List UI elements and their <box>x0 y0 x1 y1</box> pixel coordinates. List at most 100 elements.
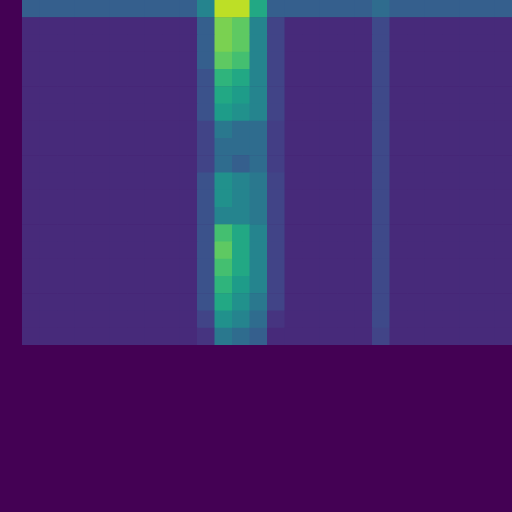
heatmap-cell <box>302 224 320 242</box>
heatmap-cell <box>442 293 460 311</box>
heatmap-cell <box>40 104 58 122</box>
heatmap-cell <box>442 121 460 139</box>
heatmap-cell <box>57 138 75 156</box>
heatmap-cell <box>320 276 338 294</box>
heatmap-cell <box>145 155 163 173</box>
heatmap-cell <box>372 155 390 173</box>
heatmap-cell <box>110 328 128 345</box>
heatmap-cell <box>302 69 320 87</box>
heatmap-cell <box>425 242 443 260</box>
heatmap-cell <box>302 155 320 173</box>
heatmap-cell <box>110 69 128 87</box>
heatmap-cell <box>425 311 443 329</box>
heatmap-cell <box>22 224 40 242</box>
heatmap-cell <box>127 276 145 294</box>
heatmap-cell <box>92 138 110 156</box>
heatmap-cell <box>337 242 355 260</box>
heatmap-cell <box>302 17 320 35</box>
heatmap-cell <box>197 0 215 18</box>
heatmap-cell <box>442 311 460 329</box>
heatmap-cell <box>390 173 408 191</box>
heatmap-cell <box>22 121 40 139</box>
heatmap-cell <box>495 17 512 35</box>
heatmap-cell <box>320 104 338 122</box>
heatmap-cell <box>337 173 355 191</box>
heatmap-cell <box>232 155 250 173</box>
heatmap-cell <box>127 17 145 35</box>
heatmap-cell <box>22 311 40 329</box>
heatmap-cell <box>477 224 495 242</box>
heatmap-cell <box>355 0 373 18</box>
heatmap-cell <box>110 173 128 191</box>
heatmap-cell <box>145 104 163 122</box>
heatmap-cell <box>372 86 390 104</box>
heatmap-cell <box>22 173 40 191</box>
heatmap-cell <box>250 259 268 277</box>
heatmap-cell <box>267 311 285 329</box>
heatmap-cell <box>110 259 128 277</box>
heatmap-cell <box>442 259 460 277</box>
heatmap-cell <box>407 276 425 294</box>
heatmap-cell <box>337 328 355 345</box>
heatmap-cell <box>355 224 373 242</box>
heatmap-cell <box>267 69 285 87</box>
heatmap-cell <box>92 86 110 104</box>
heatmap-cell <box>285 242 303 260</box>
heatmap-cell <box>197 259 215 277</box>
heatmap-cell <box>57 0 75 18</box>
heatmap-cell <box>110 52 128 70</box>
heatmap-cell <box>215 69 233 87</box>
heatmap-cell <box>425 224 443 242</box>
heatmap-cell <box>495 155 512 173</box>
heatmap-cell <box>460 190 478 208</box>
heatmap-cell <box>40 328 58 345</box>
heatmap-cell <box>425 259 443 277</box>
heatmap-cell <box>355 35 373 53</box>
heatmap-cell <box>197 121 215 139</box>
heatmap-cell <box>75 0 93 18</box>
heatmap-cell <box>92 121 110 139</box>
heatmap-cell <box>250 69 268 87</box>
heatmap-cell <box>180 35 198 53</box>
heatmap-cell <box>215 328 233 345</box>
heatmap-cell <box>337 311 355 329</box>
heatmap-cell <box>145 35 163 53</box>
heatmap-cell <box>337 224 355 242</box>
heatmap-cell <box>110 311 128 329</box>
heatmap-cell <box>460 242 478 260</box>
heatmap-cell <box>215 138 233 156</box>
heatmap-cell <box>442 35 460 53</box>
heatmap-cell <box>425 173 443 191</box>
heatmap-cell <box>460 259 478 277</box>
heatmap-cell <box>180 104 198 122</box>
heatmap-cell <box>407 207 425 225</box>
heatmap-cell <box>425 86 443 104</box>
heatmap-cell <box>250 276 268 294</box>
heatmap-cell <box>215 276 233 294</box>
heatmap-cell <box>197 293 215 311</box>
heatmap-cell <box>460 17 478 35</box>
heatmap-cell <box>477 69 495 87</box>
heatmap-cell <box>495 0 512 18</box>
heatmap-cell <box>460 328 478 345</box>
heatmap-cell <box>92 293 110 311</box>
heatmap-cell <box>267 224 285 242</box>
heatmap-cell <box>425 155 443 173</box>
heatmap-cell <box>372 224 390 242</box>
heatmap-cell <box>215 155 233 173</box>
heatmap-cell <box>215 259 233 277</box>
heatmap-cell <box>75 121 93 139</box>
heatmap-cell <box>425 138 443 156</box>
heatmap-cell <box>477 328 495 345</box>
heatmap-cell <box>425 0 443 18</box>
heatmap-cell <box>127 242 145 260</box>
heatmap-cell <box>477 173 495 191</box>
heatmap-cell <box>355 138 373 156</box>
heatmap-cell <box>197 242 215 260</box>
heatmap-cell <box>75 328 93 345</box>
heatmap-cell <box>162 259 180 277</box>
heatmap-cell <box>92 69 110 87</box>
heatmap-cell <box>215 173 233 191</box>
heatmap-cell <box>75 69 93 87</box>
heatmap-cell <box>232 242 250 260</box>
